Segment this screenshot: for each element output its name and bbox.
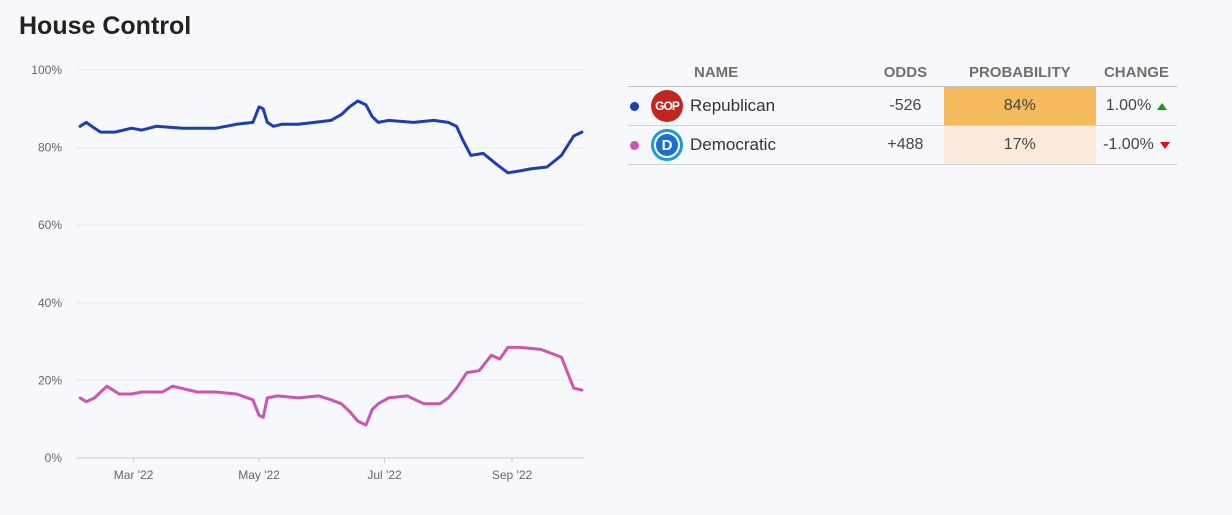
name-cell: GOP Republican — [628, 86, 868, 126]
y-tick-label: 80% — [38, 141, 62, 155]
table-row-republican[interactable]: GOP Republican -526 84% 1.00% — [628, 86, 1177, 126]
gop-logo-icon: GOP — [651, 90, 683, 122]
odds-democratic: +488 — [867, 125, 944, 165]
change-republican: 1.00% — [1105, 97, 1152, 114]
party-name-democratic: Democratic — [690, 135, 776, 154]
probability-line-chart[interactable]: 0% 20% 40% 60% 80% 100% Mar '22 May '22 Jul '22 S… — [0, 0, 600, 515]
change-cell-democratic: -1.00% — [1095, 125, 1177, 165]
change-democratic: -1.00% — [1103, 136, 1154, 153]
series-line-democratic — [78, 345, 584, 427]
probability-democratic: 17% — [943, 125, 1096, 165]
y-tick-label: 40% — [38, 296, 62, 310]
odds-table: NAME ODDS PROBABILITY CHANGE GOP Republi… — [628, 58, 1177, 165]
party-name-republican: Republican — [690, 96, 776, 115]
probability-republican: 84% — [943, 86, 1096, 126]
name-cell: D Democratic — [628, 125, 868, 165]
y-tick-label: 0% — [45, 451, 63, 465]
democratic-logo-letter: D — [656, 134, 678, 156]
change-cell-republican: 1.00% — [1095, 86, 1177, 126]
column-header-change[interactable]: CHANGE — [1095, 58, 1177, 87]
page-title: House Control — [19, 12, 192, 40]
arrow-down-icon — [1159, 141, 1170, 149]
series-line-republican — [78, 99, 584, 175]
arrow-up-icon — [1157, 102, 1168, 110]
y-tick-label: 100% — [31, 63, 62, 77]
democratic-logo-icon: D — [651, 129, 683, 161]
x-tick-label: Mar '22 — [114, 468, 154, 482]
y-tick-label: 20% — [38, 373, 62, 387]
x-tick-label: Jul '22 — [367, 468, 402, 482]
column-header-odds[interactable]: ODDS — [867, 58, 944, 87]
y-tick-label: 60% — [38, 218, 62, 232]
x-tick-label: May '22 — [238, 468, 280, 482]
table-header-row: NAME ODDS PROBABILITY CHANGE — [628, 58, 1177, 87]
odds-republican: -526 — [867, 86, 944, 126]
democratic-series-dot-icon — [630, 140, 639, 150]
column-header-name[interactable]: NAME — [628, 58, 868, 87]
x-tick-label: Sep '22 — [492, 468, 533, 482]
republican-series-dot-icon — [630, 101, 639, 111]
table-row-democratic[interactable]: D Democratic +488 17% -1.00% — [628, 125, 1177, 165]
column-header-probability[interactable]: PROBABILITY — [943, 58, 1096, 87]
